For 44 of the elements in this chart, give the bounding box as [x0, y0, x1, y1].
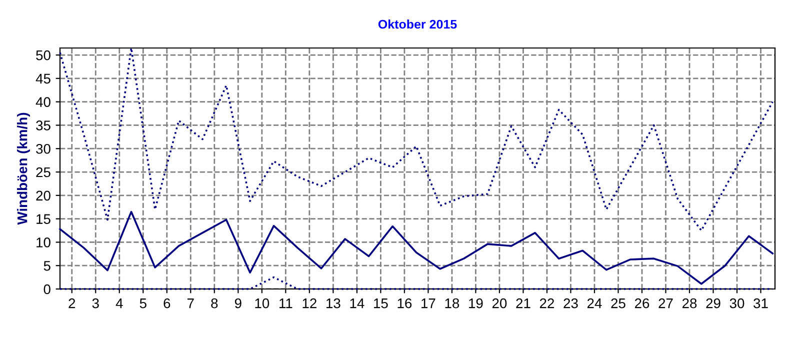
y-tick-label: 20 [36, 190, 50, 201]
x-tick-label: 2 [68, 298, 76, 308]
y-tick-label: 10 [36, 238, 50, 248]
x-tick-label: 10 [255, 298, 270, 308]
y-tick-label: 25 [36, 167, 50, 178]
x-tick-label: 5 [140, 298, 146, 308]
x-tick-label: 26 [634, 298, 650, 308]
y-tick-label: 35 [36, 120, 50, 130]
y-tick-label: 0 [44, 284, 50, 294]
x-tick-label: 17 [422, 298, 436, 308]
x-tick-label: 13 [326, 298, 340, 308]
x-tick-label: 14 [350, 298, 364, 308]
line-series [59, 210, 774, 285]
x-tick-label: 20 [492, 298, 507, 308]
x-tick-label: 21 [516, 298, 530, 308]
x-tick-label: 31 [754, 298, 768, 308]
y-tick-label: 40 [36, 97, 50, 107]
y-tick-label: 30 [36, 144, 50, 154]
x-tick-label: 30 [730, 298, 744, 308]
x-tick-label: 11 [280, 298, 292, 308]
x-tick-label: 9 [234, 298, 242, 308]
x-tick-label: 28 [682, 298, 697, 308]
y-axis-title: Windböen (km/h) [17, 112, 30, 225]
x-tick-label: 7 [188, 298, 194, 308]
x-tick-label: 18 [445, 298, 460, 308]
x-tick-label: 12 [302, 298, 316, 308]
x-tick-label: 8 [211, 298, 218, 308]
y-tick-label: 50 [36, 50, 50, 60]
x-tick-label: 23 [564, 298, 578, 308]
y-tick-label: 5 [44, 261, 50, 271]
x-tick-label: 6 [164, 298, 170, 308]
y-tick-label: 15 [36, 214, 50, 224]
x-tick-label: 3 [92, 298, 99, 308]
x-tick-label: 19 [469, 298, 483, 308]
x-tick-label: 15 [374, 298, 388, 308]
y-tick-label: 45 [36, 74, 50, 84]
x-tick-label: 27 [658, 298, 673, 308]
x-tick-label: 22 [540, 298, 554, 308]
chart-title: Oktober 2015 [378, 19, 457, 29]
x-tick-label: 24 [587, 298, 602, 308]
x-tick-label: 16 [398, 298, 412, 308]
x-tick-label: 4 [116, 298, 123, 308]
x-tick-label: 25 [611, 298, 626, 308]
x-tick-label: 29 [706, 298, 720, 308]
